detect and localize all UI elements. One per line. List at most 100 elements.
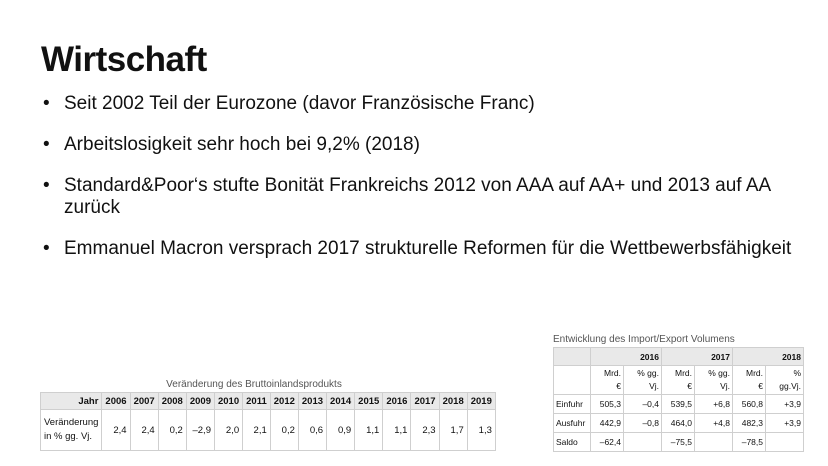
trade-row: Einfuhr 505,3 –0,4 539,5 +6,8 560,8 +3,9 [553,394,804,414]
gdp-row-label-line2: in % gg. Vj. [44,431,93,442]
trade-unit-blank [553,365,591,395]
gdp-value-cell: 0,2 [157,409,187,451]
gdp-year-header: 2016 [382,392,412,410]
gdp-value-cell: 1,7 [438,409,468,451]
gdp-year-header: 2007 [129,392,159,410]
trade-cell: +3,9 [765,394,804,414]
trade-unit-line1: Mrd. [746,368,763,378]
trade-cell: +4,8 [694,413,733,433]
gdp-value-cell: 0,2 [269,409,299,451]
gdp-value-cell: 2,3 [410,409,440,451]
gdp-value-cell: 2,4 [101,409,131,451]
trade-unit-line1: % gg. [708,368,730,378]
trade-year-header: 2016 [590,347,662,366]
gdp-value-cell: 0,6 [297,409,328,451]
bullet-dot-icon: • [43,134,50,155]
trade-unit-line2: Vj. [649,381,659,391]
gdp-year-header: 2019 [466,392,496,410]
trade-table-caption: Entwicklung des Import/Export Volumens [553,334,735,345]
bullet-text: Seit 2002 Teil der Eurozone (davor Franz… [64,93,535,114]
gdp-row-label: Veränderung in % gg. Vj. [39,409,103,451]
gdp-value-row: Veränderung in % gg. Vj. 2,4 2,4 0,2 –2,… [39,409,496,451]
gdp-value-cell: 2,1 [242,409,271,451]
trade-year-header: 2018 [732,347,804,366]
trade-cell: 560,8 [732,394,766,414]
bullet-dot-icon: • [43,93,50,114]
trade-unit-cell: Mrd. € [661,365,695,395]
trade-unit-row: Mrd. € % gg. Vj. Mrd. € % gg. Vj. Mrd. € % gg.… [553,365,804,395]
gdp-year-header: 2008 [157,392,187,410]
trade-cell: –75,5 [661,432,695,452]
gdp-year-header: 2009 [185,392,215,410]
gdp-value-cell: 1,1 [382,409,412,451]
gdp-value-cell: 2,0 [213,409,244,451]
gdp-year-header: 2010 [213,392,244,410]
trade-unit-cell: % gg. Vj. [694,365,733,395]
trade-cell: 464,0 [661,413,695,433]
trade-unit-cell: % gg.Vj. [765,365,804,395]
trade-cell: 482,3 [732,413,766,433]
trade-unit-line1: % gg. [637,368,659,378]
trade-row-label: Saldo [553,432,591,452]
gdp-year-header: 2014 [326,392,356,410]
trade-year-row: 2016 2017 2018 [553,347,804,366]
gdp-row-label-line1: Veränderung [44,417,99,428]
trade-row: Ausfuhr 442,9 –0,8 464,0 +4,8 482,3 +3,9 [553,413,804,433]
bullet-text: Emmanuel Macron versprach 2017 strukture… [64,238,792,259]
trade-unit-cell: Mrd. € [732,365,766,395]
trade-unit-line1: % [793,368,801,378]
gdp-table-caption: Veränderung des Bruttoinlandsprodukts [166,379,342,390]
gdp-value-cell: 1,3 [466,409,496,451]
bullet-list: • Seit 2002 Teil der Eurozone (davor Fra… [41,93,801,279]
gdp-header-label: Jahr [39,392,103,410]
trade-cell [694,432,733,452]
bullet-item: • Emmanuel Macron versprach 2017 struktu… [41,238,801,260]
trade-cell [765,432,804,452]
trade-unit-line2: € [687,381,692,391]
trade-cell: –78,5 [732,432,766,452]
trade-corner-cell [553,347,591,366]
trade-unit-line2: € [758,381,763,391]
trade-unit-line1: Mrd. [675,368,692,378]
trade-unit-line2: gg.Vj. [779,381,801,391]
gdp-year-header: 2011 [242,392,271,410]
trade-row-label: Einfuhr [553,394,591,414]
trade-cell: 442,9 [590,413,624,433]
trade-row: Saldo –62,4 –75,5 –78,5 [553,432,804,452]
bullet-dot-icon: • [43,175,50,196]
trade-row-label: Ausfuhr [553,413,591,433]
trade-cell: +6,8 [694,394,733,414]
trade-unit-line2: € [616,381,621,391]
gdp-value-cell: 1,1 [354,409,384,451]
trade-cell [623,432,662,452]
trade-table: 2016 2017 2018 Mrd. € % gg. Vj. Mrd. € % gg… [553,347,804,452]
bullet-item: • Seit 2002 Teil der Eurozone (davor Fra… [41,93,801,115]
trade-unit-cell: Mrd. € [590,365,624,395]
trade-cell: –62,4 [590,432,624,452]
trade-cell: –0,8 [623,413,662,433]
bullet-text: Standard&Poor‘s stufte Bonität Frankreic… [64,175,771,218]
gdp-value-cell: 2,4 [129,409,159,451]
gdp-year-header: 2012 [269,392,299,410]
bullet-text: Arbeitslosigkeit sehr hoch bei 9,2% (201… [64,134,420,155]
gdp-year-header: 2018 [438,392,468,410]
trade-unit-line1: Mrd. [604,368,621,378]
trade-cell: –0,4 [623,394,662,414]
bullet-item: • Arbeitslosigkeit sehr hoch bei 9,2% (2… [41,134,801,156]
bullet-dot-icon: • [43,238,50,259]
trade-cell: 539,5 [661,394,695,414]
bullet-item: • Standard&Poor‘s stufte Bonität Frankre… [41,175,801,219]
slide-title: Wirtschaft [41,40,207,79]
gdp-value-cell: –2,9 [185,409,215,451]
gdp-header-row: Jahr 2006 2007 2008 2009 2010 2011 2012 … [39,392,496,410]
gdp-value-cell: 0,9 [326,409,356,451]
trade-cell: 505,3 [590,394,624,414]
gdp-year-header: 2017 [410,392,440,410]
gdp-year-header: 2015 [354,392,384,410]
trade-unit-line2: Vj. [720,381,730,391]
trade-year-header: 2017 [661,347,733,366]
gdp-year-header: 2013 [297,392,328,410]
trade-unit-cell: % gg. Vj. [623,365,662,395]
gdp-year-header: 2006 [101,392,131,410]
gdp-table: Jahr 2006 2007 2008 2009 2010 2011 2012 … [39,392,496,451]
